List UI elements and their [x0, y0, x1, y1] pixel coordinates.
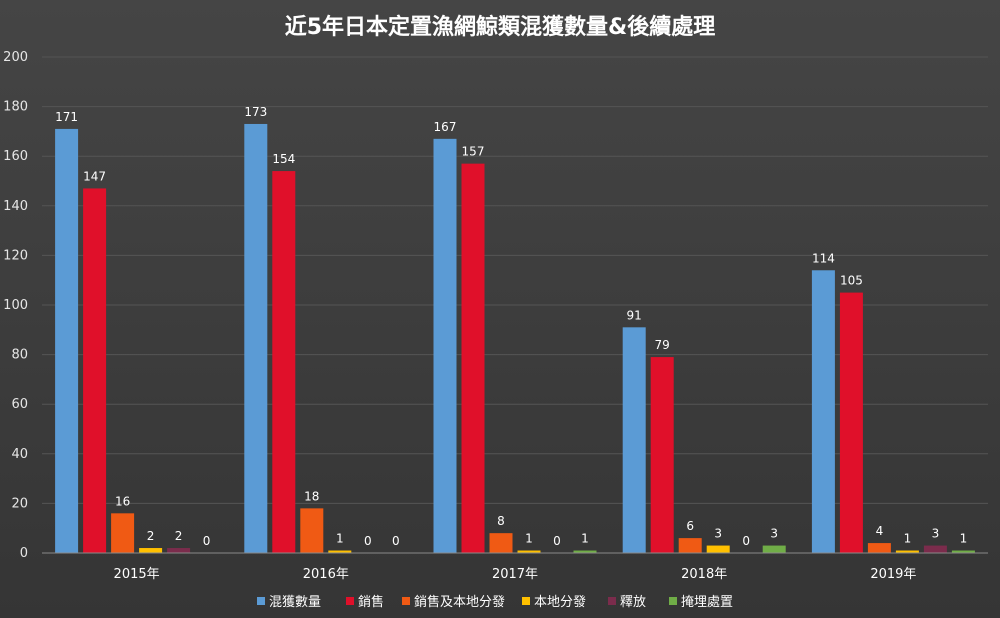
data-label: 2: [175, 529, 183, 543]
y-axis-ticks: 0 20 40 60 80 100 120 140 160 180 200: [3, 50, 28, 561]
y-tick-label: 180: [3, 100, 28, 115]
bar: [139, 548, 163, 553]
legend-label: 本地分發: [534, 595, 586, 610]
data-label: 18: [304, 489, 319, 503]
y-tick-label: 0: [20, 546, 28, 561]
bars: [55, 123, 975, 554]
bar: [678, 538, 702, 553]
data-label: 0: [392, 534, 400, 548]
data-label: 16: [115, 494, 130, 508]
data-label: 91: [627, 308, 642, 322]
x-tick-label: 2019年: [870, 567, 916, 582]
bar: [244, 123, 268, 554]
bar: [951, 550, 975, 553]
data-label: 105: [840, 274, 863, 288]
y-tick-label: 100: [3, 298, 28, 313]
gridlines: [42, 56, 988, 504]
data-label: 3: [714, 527, 722, 541]
legend-label: 混獲數量: [269, 595, 321, 610]
y-tick-label: 80: [11, 348, 28, 363]
data-label: 157: [462, 145, 485, 159]
data-label: 0: [364, 534, 372, 548]
data-label: 1: [336, 532, 344, 546]
y-tick-label: 140: [3, 199, 28, 214]
y-tick-label: 120: [3, 248, 28, 263]
data-label: 8: [497, 514, 505, 528]
bar: [573, 550, 597, 553]
data-label: 173: [244, 105, 267, 119]
legend-label: 銷售: [358, 594, 384, 610]
y-tick-label: 60: [11, 397, 28, 412]
legend-swatch: [669, 597, 677, 605]
x-tick-label: 2016年: [303, 567, 349, 582]
data-label: 114: [812, 251, 835, 265]
legend: 混獲數量 銷售 銷售及本地分發 本地分發 釋放 掩埋處置: [257, 594, 733, 610]
y-tick-label: 40: [11, 447, 28, 462]
data-label: 167: [434, 120, 457, 134]
data-label: 1: [581, 532, 589, 546]
bar: [762, 545, 786, 553]
bar: [867, 543, 891, 553]
data-label: 1: [904, 532, 912, 546]
data-label: 2: [147, 529, 155, 543]
data-label: 79: [655, 338, 670, 352]
bar: [167, 548, 191, 553]
bar: [272, 171, 296, 553]
y-tick-label: 160: [3, 149, 28, 164]
bar: [839, 292, 863, 553]
data-label: 0: [553, 534, 561, 548]
data-label: 3: [770, 527, 778, 541]
bar: [83, 188, 107, 553]
legend-label: 釋放: [620, 594, 646, 610]
legend-label: 銷售及本地分發: [414, 594, 505, 610]
bar: [895, 550, 919, 553]
data-label: 1: [960, 532, 968, 546]
legend-swatch: [346, 597, 354, 605]
bar: [923, 545, 947, 553]
legend-swatch: [257, 597, 265, 605]
x-tick-label: 2015年: [114, 567, 160, 582]
data-label: 4: [876, 524, 884, 538]
bar: [433, 138, 457, 553]
x-axis-ticks: 2015年 2016年 2017年 2018年 2019年: [114, 567, 917, 582]
data-label: 0: [203, 534, 211, 548]
y-tick-label: 20: [11, 496, 28, 511]
y-tick-label: 200: [3, 50, 28, 65]
data-labels: 171 147 16 2 2 0 173 154 18 1 0 0 167 157 8 1 0 1 91 79 6 3 0 3…: [55, 105, 967, 548]
data-label: 3: [932, 527, 940, 541]
bar: [328, 550, 352, 553]
bar: [811, 270, 835, 553]
legend-swatch: [608, 597, 616, 605]
bar: [517, 550, 541, 553]
data-label: 1: [525, 532, 533, 546]
data-label: 6: [686, 519, 694, 533]
bar: [650, 357, 674, 553]
data-label: 154: [272, 152, 295, 166]
legend-label: 掩埋處置: [681, 595, 733, 610]
bar: [55, 128, 79, 554]
x-tick-label: 2017年: [492, 567, 538, 582]
bar: [300, 508, 324, 553]
data-label: 0: [742, 534, 750, 548]
bar: [622, 327, 646, 553]
data-label: 171: [55, 110, 78, 124]
chart-title: 近5年日本定置漁網鯨類混獲數量&後續處理: [285, 14, 716, 40]
data-label: 147: [83, 169, 106, 183]
x-tick-label: 2018年: [681, 567, 727, 582]
bar: [461, 163, 485, 553]
bar: [706, 545, 730, 553]
legend-swatch: [522, 597, 530, 605]
bar: [489, 533, 513, 553]
legend-swatch: [402, 597, 410, 605]
bar: [111, 513, 135, 553]
